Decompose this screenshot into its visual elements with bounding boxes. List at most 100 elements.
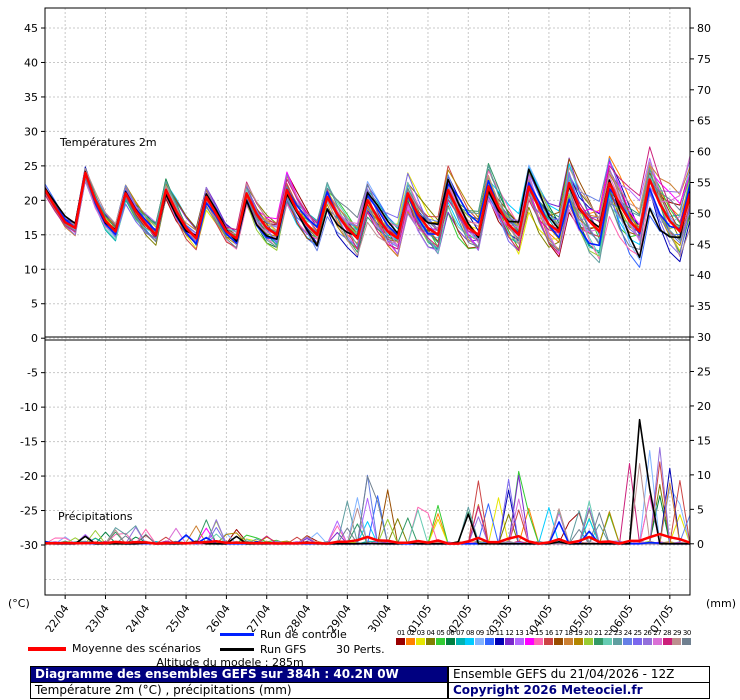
chart-info-box: Diagramme des ensembles GEFS sur 384h : …	[30, 666, 448, 699]
perturbation-27: 27	[652, 629, 662, 645]
perturbation-color-swatch	[485, 638, 495, 645]
legend-gfs-label: Run GFS	[260, 643, 307, 656]
perturbation-05: 05	[435, 629, 445, 645]
x-axis-tick-label: 04/05	[527, 602, 556, 632]
perturbation-04: 04	[426, 629, 436, 645]
x-axis-tick-label: 06/05	[607, 602, 636, 632]
ensemble-member-precip-line	[45, 474, 690, 545]
perturbation-color-swatch	[623, 638, 633, 645]
perturbation-color-swatch	[524, 638, 534, 645]
perturbation-22: 22	[603, 629, 613, 645]
perturbation-color-swatch	[682, 638, 692, 645]
perturbation-number: 28	[663, 629, 672, 637]
y-axis-left-tick-label: 20	[24, 194, 38, 207]
x-axis-tick-label: 25/04	[164, 602, 193, 632]
y-axis-right-tick-label: 20	[697, 400, 711, 413]
chart-subtitle: Température 2m (°C) , précipitations (mm…	[30, 683, 448, 699]
gfs-run-precip-line	[45, 418, 690, 545]
x-axis-tick-label: 02/05	[446, 602, 475, 632]
perturbation-number: 07	[456, 629, 465, 637]
x-axis-tick-label: 03/05	[486, 602, 515, 632]
perturbation-01: 01	[396, 629, 406, 645]
perturbation-19: 19	[573, 629, 583, 645]
y-axis-left-tick-label: 45	[24, 22, 38, 35]
mean-line-swatch	[28, 646, 66, 651]
perturbation-color-swatch	[554, 638, 564, 645]
perturbation-number: 15	[535, 629, 543, 637]
y-axis-right-tick-label: 10	[697, 469, 711, 482]
y-axis-left-tick-label: 25	[24, 160, 38, 173]
perturbation-number: 13	[515, 629, 524, 637]
ensemble-member-precip-line	[45, 470, 690, 545]
perturbation-number: 06	[446, 629, 455, 637]
y-axis-right-tick-label: 80	[697, 22, 711, 35]
x-axis-tick-label: 24/04	[123, 602, 152, 632]
perturbation-number: 08	[465, 629, 474, 637]
perturbation-number: 11	[495, 629, 504, 637]
perturbation-11: 11	[495, 629, 505, 645]
perturbation-color-swatch	[652, 638, 662, 645]
perturbation-color-swatch	[593, 638, 603, 645]
legend-mean-label: Moyenne des scénarios	[72, 642, 201, 655]
perturbation-number: 01	[396, 629, 405, 637]
y-axis-left-tick-label: -10	[20, 401, 38, 414]
perturbation-color-swatch	[504, 638, 514, 645]
mean-temp-line	[45, 171, 690, 240]
perturbation-number: 24	[623, 629, 632, 637]
perturbation-color-swatch	[544, 638, 554, 645]
y-axis-left-tick-label: -15	[20, 436, 38, 449]
perturbation-18: 18	[564, 629, 574, 645]
x-axis-tick-label: 05/05	[567, 602, 596, 632]
y-axis-left-tick-label: 10	[24, 263, 38, 276]
perturbation-10: 10	[485, 629, 495, 645]
temperature-series	[45, 146, 690, 268]
x-axis-tick-label: 30/04	[365, 602, 394, 632]
y-axis-right-tick-label: 75	[697, 53, 711, 66]
y-axis-right-tick-label: 35	[697, 300, 711, 313]
perturbation-20: 20	[583, 629, 593, 645]
perturbation-24: 24	[623, 629, 633, 645]
perturbation-number: 23	[613, 629, 622, 637]
perturbation-30: 30	[682, 629, 692, 645]
perturbation-color-swatch	[435, 638, 445, 645]
perturbation-09: 09	[475, 629, 485, 645]
perturbation-color-swatch	[642, 638, 652, 645]
perturbation-color-swatch	[416, 638, 426, 645]
perturbation-number: 21	[594, 629, 603, 637]
grid	[45, 8, 690, 595]
perturbation-25: 25	[633, 629, 643, 645]
y-axis-right-tick-label: 40	[697, 269, 711, 282]
perturbation-12: 12	[504, 629, 514, 645]
y-axis-right-tick-label: 45	[697, 238, 711, 251]
perturbation-28: 28	[662, 629, 672, 645]
perturbation-color-swatch	[495, 638, 505, 645]
y-axis-right-tick-label: 25	[697, 365, 711, 378]
perturbation-15: 15	[534, 629, 544, 645]
precipitation-series	[45, 418, 690, 545]
perturbation-color-swatch	[633, 638, 643, 645]
y-axis-left-tick-label: 40	[24, 56, 38, 69]
y-axis-right-tick-label: 65	[697, 115, 711, 128]
legend-control-item: Run de contrôle	[220, 628, 347, 641]
y-axis-right-tick-label: 30	[697, 331, 711, 344]
perturbation-color-swatch	[662, 638, 672, 645]
perturbation-color-swatch	[406, 638, 416, 645]
perturbation-13: 13	[514, 629, 524, 645]
perturbation-number: 16	[544, 629, 553, 637]
perturbation-number: 29	[673, 629, 681, 637]
legend-gfs-item: Run GFS	[220, 643, 306, 656]
perturbation-29: 29	[672, 629, 682, 645]
perturbation-number: 14	[525, 629, 534, 637]
control-run-line-swatch	[220, 633, 254, 636]
perturbation-color-swatch	[603, 638, 613, 645]
model-altitude-label: Altitude du modele : 285m	[156, 656, 304, 669]
perturbation-07: 07	[455, 629, 465, 645]
x-axis-tick-label: 23/04	[83, 602, 112, 632]
perturbation-number: 12	[505, 629, 514, 637]
perturbation-color-swatch	[583, 638, 593, 645]
y-axis-left-tick-label: -20	[20, 470, 38, 483]
x-axis-tick-label: 01/05	[406, 602, 435, 632]
perturbation-color-swatch	[455, 638, 465, 645]
perturbation-number: 05	[436, 629, 445, 637]
